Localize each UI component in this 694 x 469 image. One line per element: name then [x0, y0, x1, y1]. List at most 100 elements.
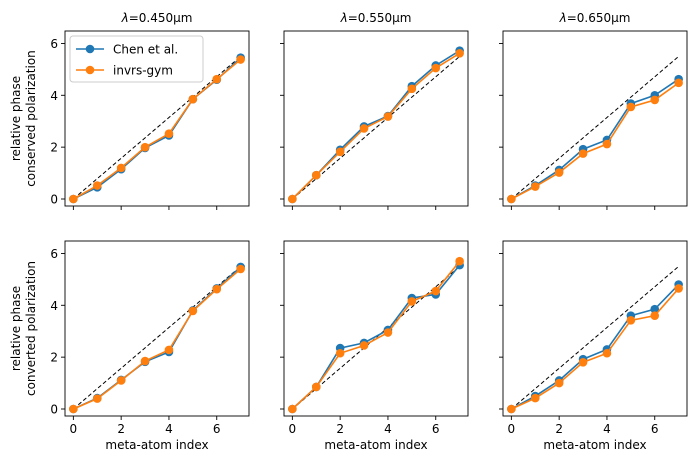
- axes-frame: [64, 240, 250, 417]
- x-tick-label: 0: [70, 422, 78, 436]
- x-tick-label: 6: [432, 422, 440, 436]
- data-point-invrs-gym: [288, 194, 297, 204]
- x-tick-label: 2: [555, 422, 563, 436]
- data-point-invrs-gym: [602, 139, 612, 149]
- y-axis-label-line: relative phase: [9, 76, 23, 161]
- series-line-invrs-gym: [291, 260, 461, 410]
- data-point-invrs-gym: [188, 306, 198, 316]
- data-point-invrs-gym: [626, 102, 636, 112]
- y-tick-label: 6: [50, 247, 58, 261]
- axes-frame: [64, 30, 250, 207]
- x-tick-label: 4: [603, 422, 611, 436]
- axes-frame: [502, 240, 688, 417]
- data-point-invrs-gym: [116, 163, 126, 173]
- data-point-invrs-gym: [164, 129, 174, 138]
- x-tick-label: 2: [336, 422, 344, 436]
- data-point-invrs-gym: [602, 348, 612, 358]
- y-tick-label: 2: [50, 351, 58, 365]
- data-point-invrs-gym: [359, 124, 369, 133]
- data-point-invrs-gym: [407, 84, 417, 94]
- data-point-invrs-gym: [383, 328, 393, 337]
- data-point-invrs-gym: [407, 297, 417, 306]
- data-point-invrs-gym: [554, 378, 564, 388]
- y-axis-label-row-1: relative phase converted polarization: [9, 261, 38, 396]
- y-tick-label: 4: [50, 299, 58, 313]
- y-tick-label: 4: [50, 89, 58, 103]
- data-point-invrs-gym: [92, 181, 102, 190]
- panel-title: λ=0.450μm: [121, 11, 193, 25]
- data-point-invrs-gym: [335, 348, 345, 358]
- axes-frame: [283, 240, 469, 417]
- panel-r0-c1: λ=0.550μm: [280, 11, 469, 210]
- y-tick-label: 0: [50, 403, 58, 417]
- y-tick-label: 6: [50, 37, 58, 51]
- x-tick-label: 2: [117, 422, 125, 436]
- data-point-invrs-gym: [311, 170, 321, 180]
- data-point-invrs-gym: [212, 284, 222, 294]
- x-axis-label: meta-atom index: [543, 438, 646, 452]
- data-point-invrs-gym: [507, 404, 516, 414]
- title-symbol: λ: [559, 11, 567, 25]
- legend-label: Chen et al.: [113, 43, 178, 57]
- data-point-invrs-gym: [288, 404, 297, 414]
- data-point-invrs-gym: [578, 149, 588, 158]
- data-point-invrs-gym: [140, 356, 150, 366]
- x-tick-label: 6: [651, 422, 659, 436]
- y-axis-label-row-0: relative phase conserved polarization: [9, 50, 38, 187]
- y-axis-label-line: conserved polarization: [24, 50, 38, 187]
- data-point-invrs-gym: [69, 404, 78, 414]
- y-axis-label-line: converted polarization: [24, 261, 38, 396]
- data-point-invrs-gym: [188, 94, 198, 104]
- y-tick-label: 0: [50, 193, 58, 207]
- x-tick-label: 4: [165, 422, 173, 436]
- series-line-invrs-gym: [291, 52, 461, 200]
- panel-r1-c0: 0 2 4 6 0 2 4 6 meta-atom index: [50, 240, 250, 452]
- data-point-invrs-gym: [236, 264, 245, 274]
- series-line-invrs-gym: [72, 58, 242, 200]
- x-tick-label: 4: [384, 422, 392, 436]
- title-value: =0.650μm: [567, 11, 631, 25]
- data-point-invrs-gym: [164, 345, 174, 355]
- y-tick-label: 2: [50, 141, 58, 155]
- data-point-invrs-gym: [359, 341, 369, 350]
- legend-label: invrs-gym: [113, 64, 173, 78]
- data-point-invrs-gym: [507, 194, 516, 204]
- data-point-invrs-gym: [383, 112, 393, 121]
- title-symbol: λ: [121, 11, 129, 25]
- data-point-invrs-gym: [116, 376, 126, 385]
- data-point-invrs-gym: [431, 63, 441, 73]
- title-value: =0.550μm: [348, 11, 412, 25]
- data-point-invrs-gym: [578, 358, 588, 367]
- data-point-invrs-gym: [212, 74, 222, 84]
- reference-dashed-line: [511, 56, 679, 200]
- data-point-invrs-gym: [92, 394, 102, 403]
- data-point-invrs-gym: [335, 147, 345, 157]
- x-axis-label: meta-atom index: [324, 438, 427, 452]
- data-point-invrs-gym: [650, 95, 660, 105]
- data-point-chen-et-al: [650, 304, 660, 314]
- data-point-invrs-gym: [455, 48, 464, 58]
- data-point-invrs-gym: [674, 78, 683, 88]
- reference-dashed-line: [292, 56, 460, 200]
- x-tick-label: 0: [289, 422, 297, 436]
- data-point-invrs-gym: [455, 256, 464, 266]
- x-tick-label: 6: [213, 422, 221, 436]
- series-line-invrs-gym: [73, 268, 242, 410]
- reference-dashed-line: [511, 266, 679, 410]
- panel-r1-c1: 0 2 4 6 meta-atom index: [280, 240, 469, 452]
- axes-frame: [502, 30, 688, 207]
- data-point-invrs-gym: [140, 142, 150, 152]
- x-axis-label: meta-atom index: [105, 438, 208, 452]
- axes-frame: [283, 30, 469, 207]
- legend: Chen et al. invrs-gym: [69, 35, 204, 83]
- title-symbol: λ: [340, 11, 348, 25]
- data-point-invrs-gym: [236, 55, 245, 64]
- x-tick-label: 0: [508, 422, 516, 436]
- panel-title: λ=0.650μm: [559, 11, 631, 25]
- data-point-invrs-gym: [674, 284, 683, 293]
- data-point-invrs-gym: [431, 286, 441, 296]
- title-value: =0.450μm: [129, 11, 193, 25]
- data-point-invrs-gym: [530, 393, 540, 403]
- panel-r0-c0: 0 2 4 6 λ=0.450μm Chen et al. invrs-gym: [50, 11, 250, 210]
